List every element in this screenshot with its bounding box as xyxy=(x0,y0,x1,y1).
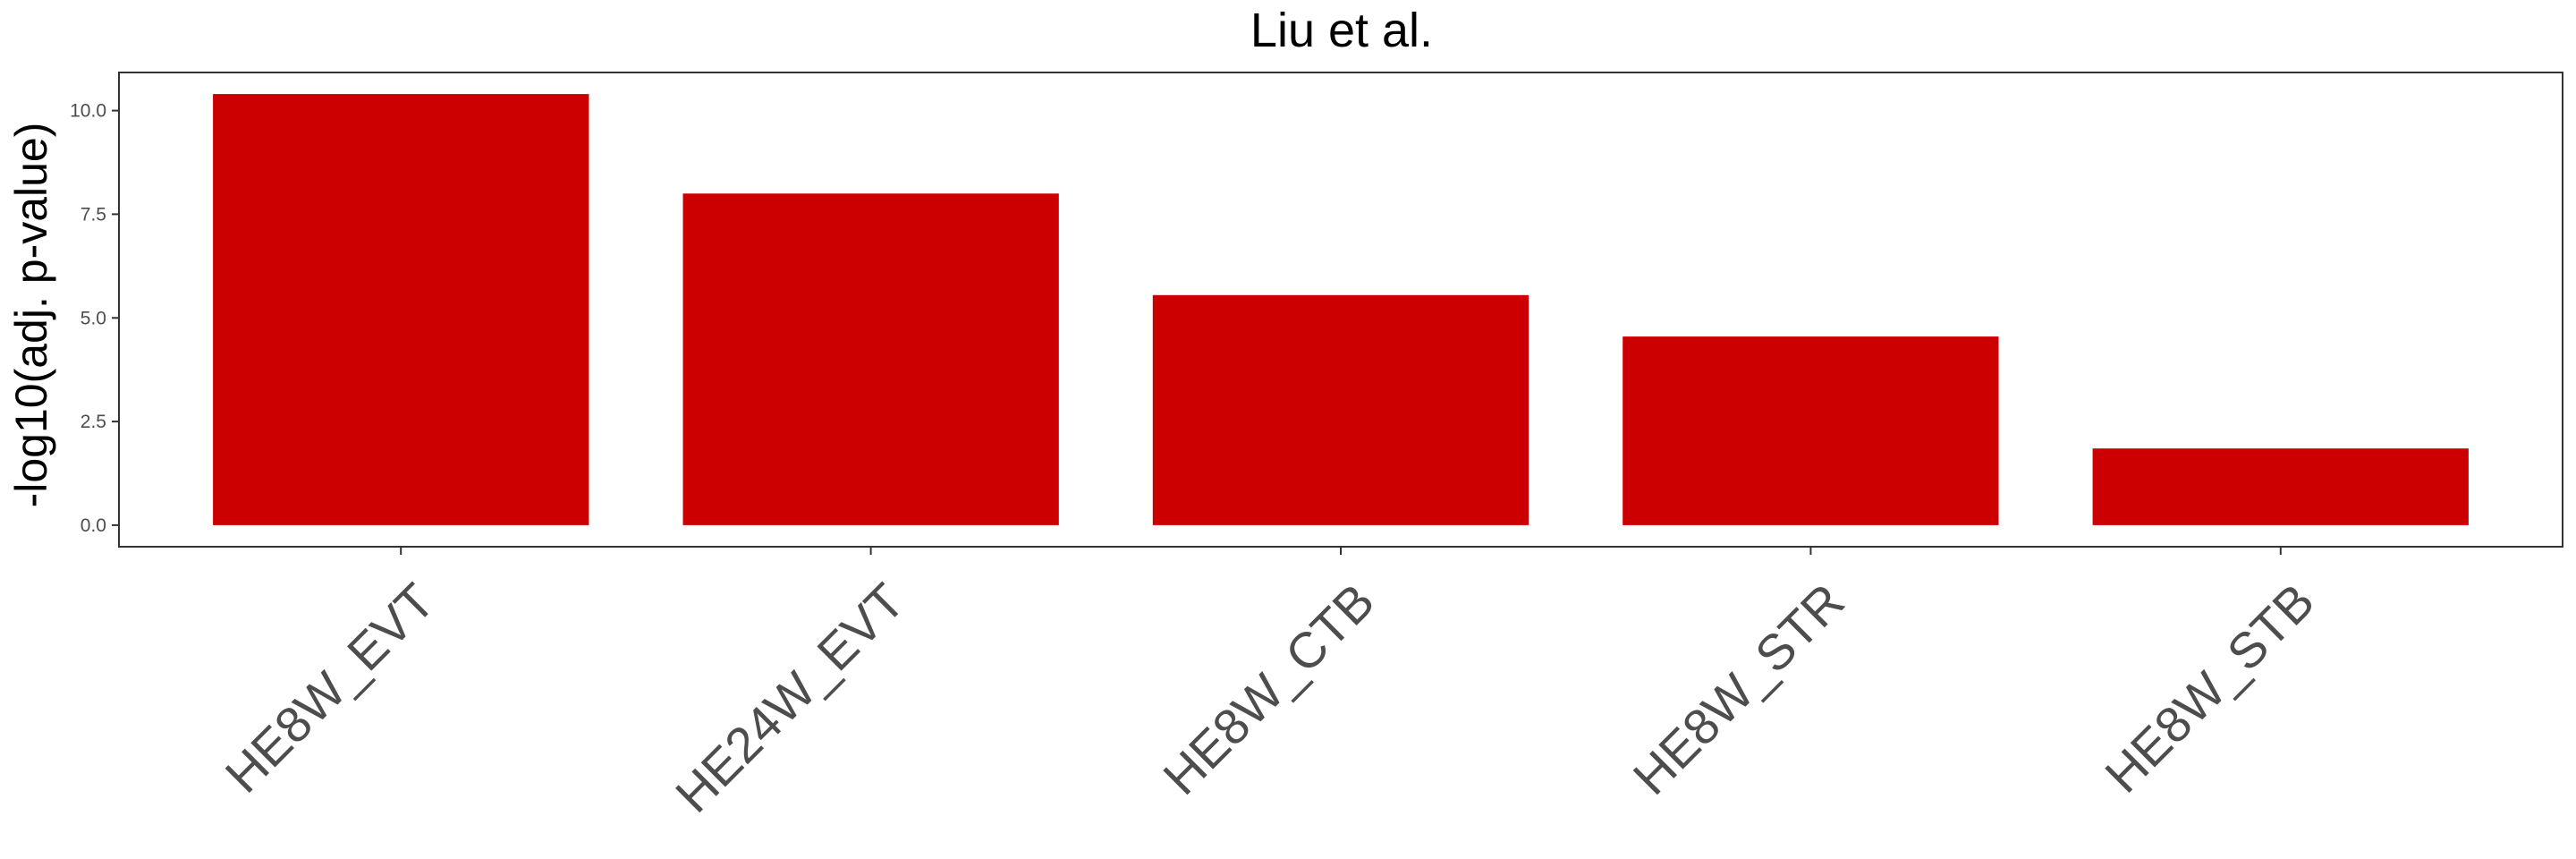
x-tick-label: HE8W_CTB xyxy=(1152,573,1385,805)
y-axis-label: -log10(adj. p-value) xyxy=(6,123,56,508)
y-tick-label: 10.0 xyxy=(70,101,106,122)
x-tick-label: HE8W_STB xyxy=(2094,573,2325,804)
bar-he8w-str xyxy=(1623,336,1999,525)
bars-layer xyxy=(213,94,2469,525)
y-axis-ticks: 0.0 2.5 5.0 7.5 10.0 xyxy=(70,101,119,536)
x-tick-label: HE8W_EVT xyxy=(215,573,445,804)
bar-he8w-evt xyxy=(213,94,589,525)
bar-he8w-stb xyxy=(2092,448,2469,525)
y-tick-label: 2.5 xyxy=(80,412,106,432)
bar-he24w-evt xyxy=(682,193,1059,525)
x-tick-label: HE24W_EVT xyxy=(665,573,915,823)
y-tick-label: 0.0 xyxy=(80,515,106,536)
x-axis-ticks: HE8W_EVT HE24W_EVT HE8W_CTB HE8W_STR HE8W_ST… xyxy=(215,547,2325,823)
chart-title: Liu et al. xyxy=(1250,4,1433,57)
x-tick-label: HE8W_STR xyxy=(1623,573,1855,805)
y-tick-label: 5.0 xyxy=(80,308,106,328)
bar-he8w-ctb xyxy=(1152,294,1530,525)
y-tick-label: 7.5 xyxy=(80,204,106,225)
